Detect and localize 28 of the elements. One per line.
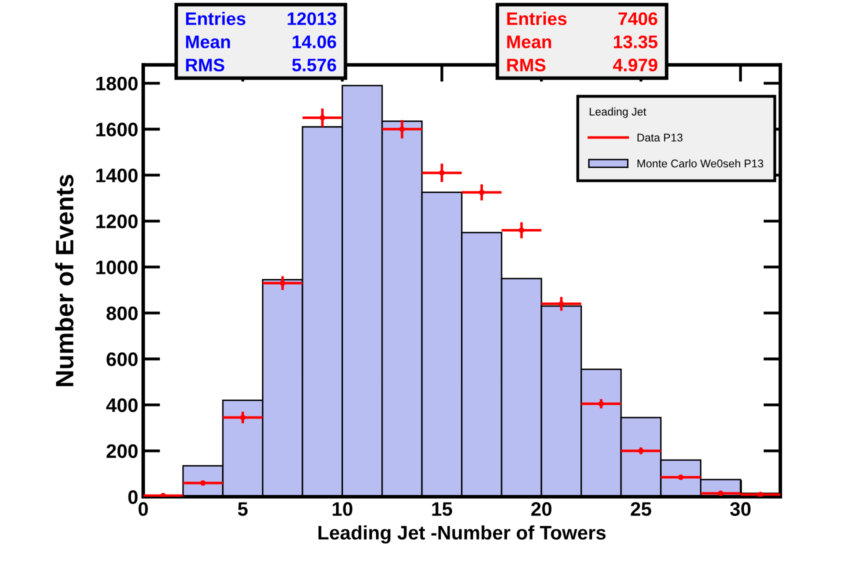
text: Mean 14.06 xyxy=(186,35,336,48)
y-tick-label: 600 xyxy=(106,352,138,366)
x-axis-title: Leading Jet -Number of Towers xyxy=(318,525,606,544)
text: RMS 5.576 xyxy=(186,58,336,72)
y-axis-title: Number of Events xyxy=(55,174,74,386)
legend-title: Leading Jet xyxy=(590,107,646,118)
y-tick-label: 0 xyxy=(128,490,138,504)
y-tick-label: 1000 xyxy=(96,260,138,274)
y-tick-label: 1600 xyxy=(96,122,138,136)
text: Entries 7406 xyxy=(507,12,658,26)
x-tick-label: 25 xyxy=(630,502,652,516)
x-tick-label: 20 xyxy=(531,502,552,516)
x-tick-label: 30 xyxy=(730,502,751,516)
text: Entries 12013 xyxy=(186,12,336,26)
y-tick-label: 200 xyxy=(106,444,138,458)
y-tick-label: 800 xyxy=(106,306,138,320)
text: RMS 4.979 xyxy=(507,58,658,72)
x-tick-label: 5 xyxy=(238,502,248,516)
y-tick-label: 400 xyxy=(106,398,138,412)
y-tick-label: 1200 xyxy=(96,214,138,228)
legend-label: Monte Carlo We0seh P13 xyxy=(638,159,764,168)
x-tick-label: 0 xyxy=(138,502,148,516)
y-tick-label: 1400 xyxy=(96,168,138,182)
y-tick-label: 1800 xyxy=(96,76,138,90)
x-tick-label: 15 xyxy=(432,502,452,516)
text: Mean 13.35 xyxy=(507,35,658,48)
x-tick-label: 10 xyxy=(332,502,352,516)
legend-label: Data P13 xyxy=(638,134,682,142)
